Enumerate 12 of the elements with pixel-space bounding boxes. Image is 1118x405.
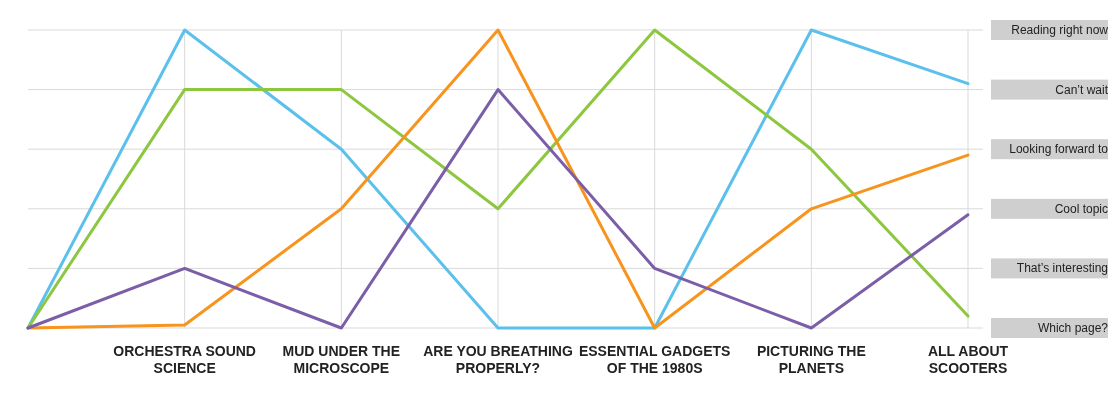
text: That’s interesting: [1016, 261, 1108, 276]
x-tick-label: ALL ABOUT SCOOTERS: [927, 343, 1009, 376]
text: Which page?: [1037, 321, 1109, 335]
text: Reading right now: [1011, 23, 1109, 37]
text: Looking forward to: [1009, 142, 1109, 157]
text: Can’t wait: [1055, 82, 1109, 97]
x-tick-label: ARE YOU BREATHING PROPERLY?: [423, 343, 573, 376]
text: Cool topic: [1054, 201, 1108, 216]
x-tick-label: MUD UNDER THE MICROSCOPE: [282, 343, 401, 376]
x-tick-label: ORCHESTRA SOUND SCIENCE: [113, 343, 256, 376]
x-tick-label: PICTURING THE PLANETS: [756, 343, 866, 376]
x-tick-label: ESSENTIAL GADGETS OF THE 1980S: [578, 343, 731, 376]
